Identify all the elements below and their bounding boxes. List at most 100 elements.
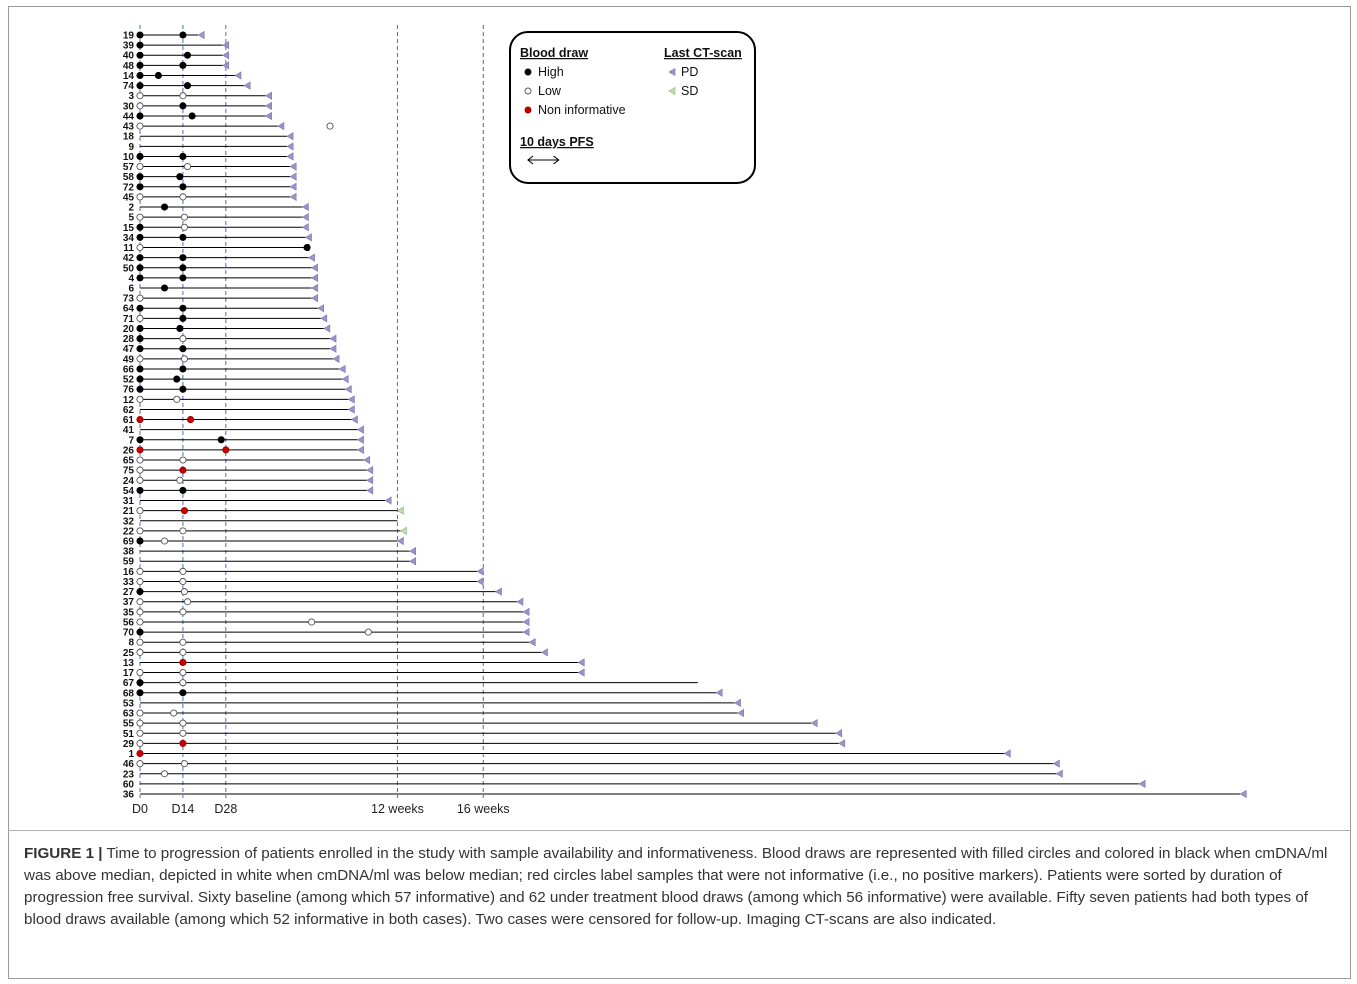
patient-row: 74 [123, 81, 251, 92]
ct-scan-pd-marker [347, 395, 355, 404]
ct-scan-pd-marker [357, 425, 364, 434]
blood-draw-non-informative [136, 446, 144, 454]
blood-draw-low [136, 669, 144, 677]
blood-draw-high [136, 173, 144, 181]
blood-draw-low [136, 355, 144, 363]
blood-draw-low [364, 628, 372, 636]
patient-id-label: 74 [123, 81, 135, 92]
blood-draw-low [136, 739, 144, 747]
patient-id-label: 1 [128, 749, 134, 760]
blood-draw-high [136, 385, 144, 393]
patient-row: 72 [123, 182, 297, 193]
blood-draw-high [217, 436, 225, 444]
blood-draw-low [136, 395, 144, 403]
patient-row: 20 [123, 324, 331, 335]
blood-draw-non-informative [222, 446, 230, 454]
patient-id-label: 46 [123, 759, 135, 770]
caption-lead: FIGURE 1 | [24, 845, 103, 862]
caption-text: Time to progression of patients enrolled… [24, 845, 1328, 928]
blood-draw-high [136, 51, 144, 59]
patient-row: 27 [123, 587, 502, 598]
patient-row: 34 [123, 233, 312, 244]
blood-draw-high [183, 51, 192, 59]
blood-draw-non-informative [179, 466, 187, 474]
patient-row: 40 [123, 51, 230, 62]
patient-id-label: 23 [123, 769, 135, 780]
figure-frame [8, 6, 1351, 979]
patient-row: 55 [123, 719, 818, 730]
patient-row: 35 [123, 607, 530, 618]
patient-row: 54 [123, 486, 374, 497]
legend-ct-marker [668, 67, 676, 77]
blood-draw-high [136, 365, 144, 373]
patient-id-label: 21 [123, 506, 135, 517]
blood-draw-low [136, 527, 144, 535]
patient-row: 4 [128, 273, 318, 284]
patient-row: 6 [128, 284, 318, 295]
patient-id-label: 27 [123, 587, 135, 598]
patient-row: 58 [123, 172, 297, 183]
ct-scan-pd-marker [1003, 749, 1011, 758]
blood-draw-low [179, 608, 187, 616]
blood-draw-high [136, 324, 144, 333]
ct-scan-pd-marker [366, 486, 374, 495]
blood-draw-low [136, 92, 144, 100]
blood-draw-high [160, 284, 169, 292]
ct-scan-pd-marker [522, 627, 530, 637]
legend-pfs-arrowhead-left [527, 155, 534, 165]
x-tick-label: D28 [214, 802, 237, 816]
patient-id-label: 4 [128, 273, 134, 284]
patient-id-label: 48 [123, 61, 135, 72]
patient-id-label: 63 [123, 709, 135, 720]
patient-row: 24 [123, 476, 374, 487]
ct-scan-pd-marker [734, 698, 741, 708]
blood-draw-high [179, 274, 187, 282]
patient-id-label: 76 [123, 385, 135, 396]
patient-id-label: 68 [123, 688, 135, 699]
legend-blood-marker [524, 87, 532, 95]
ct-scan-pd-marker [311, 263, 318, 272]
patient-id-label: 28 [123, 334, 135, 345]
ct-scan-pd-marker [286, 152, 294, 161]
blood-draw-non-informative [179, 739, 187, 747]
ct-scan-pd-marker [329, 334, 337, 343]
blood-draw-high [136, 436, 144, 444]
blood-draw-high [136, 254, 144, 262]
blood-draw-low [136, 567, 144, 575]
ct-scan-pd-marker [540, 648, 548, 657]
legend-blood-marker [524, 68, 532, 76]
blood-draw-low [136, 608, 144, 616]
ct-scan-pd-marker [338, 364, 346, 374]
blood-draw-low [326, 122, 334, 130]
ct-scan-pd-marker [835, 729, 843, 738]
patient-id-label: 5 [128, 213, 134, 224]
patient-id-label: 8 [128, 638, 134, 649]
patient-id-label: 59 [123, 557, 135, 568]
blood-draw-low [136, 638, 144, 646]
blood-draw-low [180, 760, 188, 768]
patient-row: 45 [123, 192, 297, 203]
legend-ct-marker [668, 86, 676, 96]
ct-scan-pd-marker [311, 273, 318, 283]
ct-scan-pd-marker [304, 233, 312, 242]
x-tick-label: 16 weeks [457, 802, 510, 816]
ct-scan-pd-marker [1239, 789, 1247, 799]
patient-row: 39 [123, 41, 230, 52]
blood-draw-non-informative [187, 416, 195, 424]
patient-id-label: 49 [123, 354, 135, 365]
legend-pfs-title: 10 days PFS [520, 135, 594, 149]
blood-draw-low [136, 102, 144, 110]
patient-id-label: 16 [123, 567, 135, 578]
patient-row: 43 [123, 122, 334, 133]
blood-draw-low [136, 294, 144, 302]
blood-draw-high [179, 31, 187, 39]
ct-scan-pd-marker [329, 344, 337, 353]
ct-scan-pd-marker [243, 81, 251, 90]
blood-draw-low [308, 618, 316, 626]
patient-row: 16 [123, 567, 484, 578]
patient-row: 2 [128, 203, 309, 214]
patient-row: 10 [123, 152, 294, 163]
blood-draw-non-informative [179, 658, 187, 666]
patient-id-label: 6 [128, 284, 134, 295]
blood-draw-low [180, 588, 188, 596]
